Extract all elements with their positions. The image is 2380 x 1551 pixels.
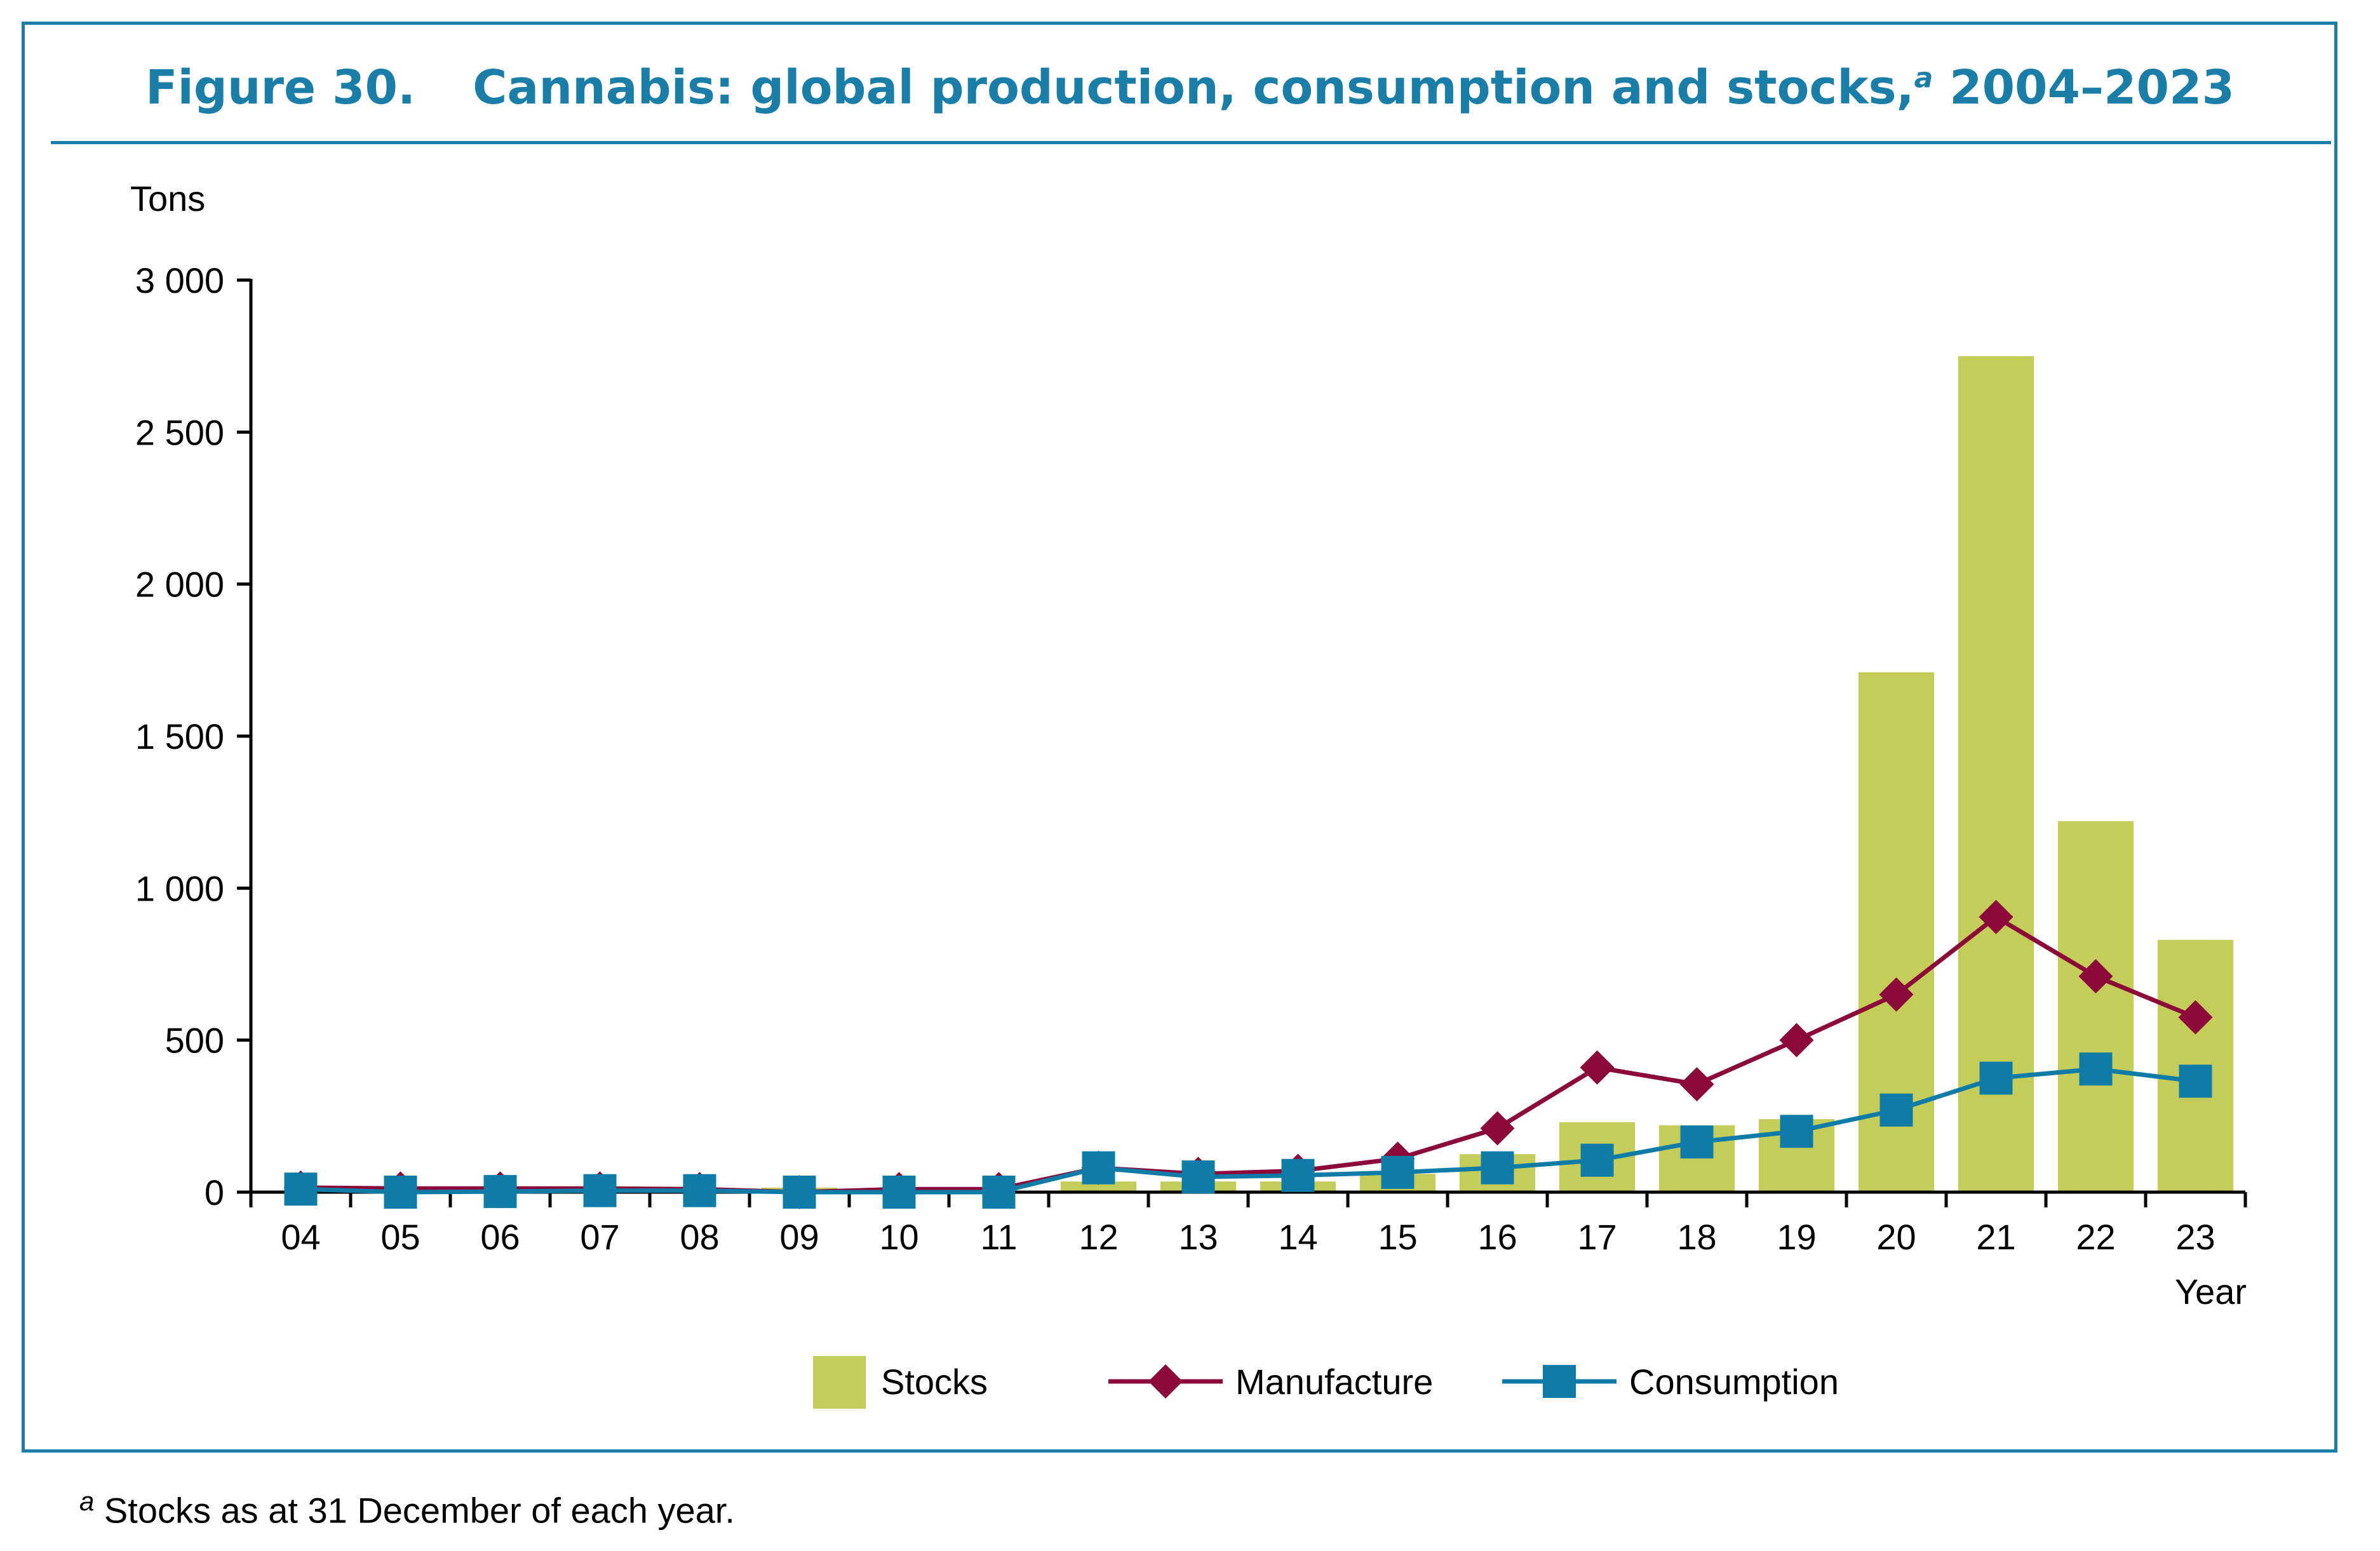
x-tick-label: 19 (1777, 1217, 1816, 1257)
x-tick-label: 11 (980, 1217, 1017, 1257)
x-tick-label: 05 (380, 1217, 420, 1257)
title-rule (51, 141, 2331, 144)
manufacture-point (1779, 1023, 1814, 1058)
figure-title-text: Cannabis: global production, consumption… (473, 60, 1914, 115)
manufacture-point (1480, 1111, 1515, 1146)
consumption-point (2179, 1064, 2212, 1098)
figure-title: Figure 30. Cannabis: global production, c… (0, 60, 2380, 115)
manufacture-point (1879, 977, 1914, 1012)
consumption-point (1580, 1143, 1614, 1177)
consumption-point (1181, 1160, 1215, 1194)
x-tick-label: 07 (580, 1217, 619, 1257)
y-tick-label: 500 (165, 1021, 224, 1061)
x-tick-label: 15 (1378, 1217, 1417, 1257)
y-tick-label: 1 500 (135, 716, 224, 756)
x-tick-label: 20 (1876, 1217, 1916, 1257)
x-tick-label: 08 (680, 1217, 719, 1257)
manufacture-point (1580, 1050, 1615, 1085)
consumption-point (1381, 1155, 1415, 1189)
footnote-marker: a (79, 1486, 95, 1516)
consumption-line (300, 1066, 2196, 1195)
consumption-point (783, 1176, 816, 1209)
consumption-point (1979, 1061, 2013, 1095)
manufacture-point (2178, 1000, 2213, 1035)
axes: 0 500 1 000 1 500 2 000 2 500 3 000 04 05 06 07 08 0… (130, 178, 2247, 1312)
stocks-bar (1060, 1181, 1137, 1192)
stocks-bar (1958, 356, 2034, 1192)
legend-label-stocks: Stocks (881, 1362, 988, 1402)
legend: Stocks Manufacture Consumption (813, 1356, 1839, 1409)
title-footnote-marker: a (1914, 62, 1933, 95)
figure-title-range: 2004–2023 (1949, 60, 2235, 115)
x-tick-label: 17 (1577, 1217, 1617, 1257)
legend-swatch-stocks (813, 1356, 866, 1409)
consumption-point (483, 1175, 517, 1209)
manufacture-point (1979, 899, 2014, 934)
y-tick-label: 2 000 (135, 565, 224, 605)
legend-marker-manufacture (1148, 1364, 1183, 1399)
x-tick-label: 12 (1079, 1217, 1118, 1257)
x-tick-label: 23 (2175, 1217, 2215, 1257)
consumption-point (882, 1176, 916, 1209)
consumption-point (1281, 1158, 1315, 1192)
legend-marker-consumption (1543, 1365, 1576, 1398)
x-axis-label: Year (2175, 1272, 2247, 1312)
series-lines (283, 899, 2213, 1209)
figure-frame (22, 22, 2337, 1453)
consumption-point (1082, 1151, 1115, 1185)
consumption-point (1879, 1093, 1913, 1127)
y-tick-label: 3 000 (135, 260, 224, 300)
consumption-point (1680, 1125, 1714, 1159)
x-tick-label: 06 (480, 1217, 520, 1257)
consumption-point (1481, 1151, 1514, 1185)
consumption-point (2079, 1052, 2113, 1086)
stocks-bars (262, 356, 2234, 1192)
x-tick-label: 16 (1477, 1217, 1517, 1257)
x-tick-label: 13 (1178, 1217, 1218, 1257)
y-tick-label: 1 000 (135, 868, 224, 908)
manufacture-point (2078, 959, 2113, 994)
consumption-point (583, 1174, 617, 1207)
x-tick-label: 14 (1278, 1217, 1317, 1257)
x-tick-label: 21 (1976, 1217, 2015, 1257)
consumption-point (1780, 1115, 1813, 1148)
y-axis-label: Tons (130, 178, 205, 218)
x-tick-label: 18 (1677, 1217, 1716, 1257)
manufacture-point (1679, 1067, 1714, 1102)
figure-number: Figure 30. (145, 60, 416, 115)
x-tick-label: 04 (281, 1217, 320, 1257)
consumption-point (384, 1176, 417, 1209)
x-tick-label: 22 (2076, 1217, 2115, 1257)
consumption-point (982, 1176, 1016, 1209)
legend-label-manufacture: Manufacture (1235, 1362, 1433, 1402)
consumption-point (683, 1174, 716, 1207)
y-tick-label: 0 (205, 1172, 224, 1212)
stocks-bar (2057, 821, 2134, 1192)
x-tick-label: 10 (879, 1217, 918, 1257)
footnote: a Stocks as at 31 December of each year. (79, 1486, 735, 1531)
chart: 0 500 1 000 1 500 2 000 2 500 3 000 04 05 06 07 08 0… (130, 178, 2247, 1409)
footnote-text: Stocks as at 31 December of each year. (104, 1490, 735, 1531)
y-tick-label: 2 500 (135, 412, 224, 452)
legend-label-consumption: Consumption (1629, 1362, 1839, 1402)
x-tick-label: 09 (779, 1217, 819, 1257)
consumption-point (284, 1172, 318, 1206)
